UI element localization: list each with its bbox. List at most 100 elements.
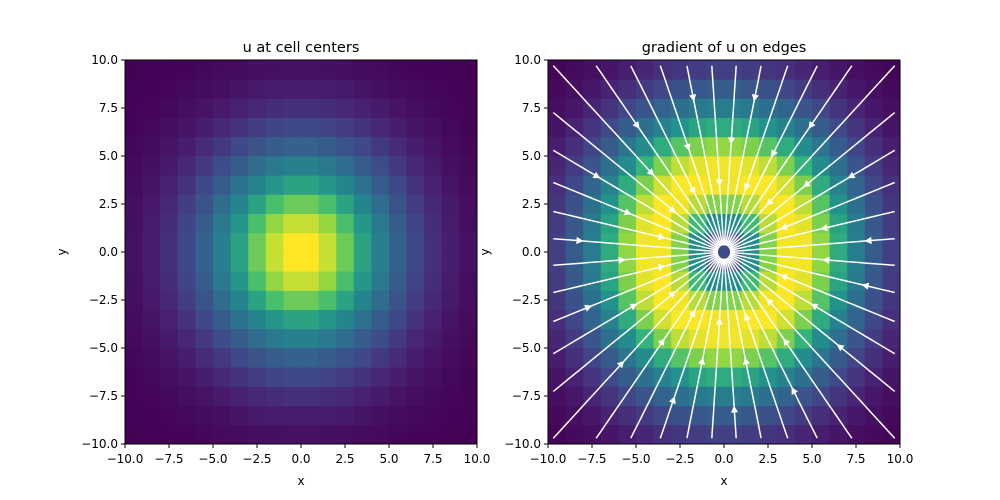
heatmap-cell — [565, 136, 584, 157]
heatmap-cell — [424, 136, 443, 157]
heatmap-cell — [882, 271, 901, 291]
heatmap-cell — [882, 348, 901, 368]
heatmap-cell — [759, 328, 778, 349]
heatmap-cell — [548, 213, 566, 234]
heatmap-cell — [195, 290, 214, 310]
heatmap-cell — [829, 60, 848, 80]
heatmap-cell — [847, 194, 866, 214]
heatmap-cell — [265, 348, 284, 368]
heatmap-cell — [636, 424, 654, 445]
heatmap-cell — [459, 194, 478, 214]
heatmap-cell — [248, 309, 267, 330]
heatmap-cell — [741, 98, 760, 118]
heatmap-cell — [565, 232, 584, 253]
heatmap-cell — [353, 348, 372, 368]
heatmap-cell — [441, 194, 460, 214]
heatmap-cell — [459, 175, 478, 195]
heatmap-cell — [230, 252, 249, 272]
heatmap-cell — [671, 117, 690, 138]
heatmap-cell — [459, 117, 478, 138]
heatmap-cell — [424, 424, 443, 445]
heatmap-cell — [459, 156, 478, 176]
heatmap-cell — [706, 405, 725, 426]
streamline — [659, 258, 723, 439]
heatmap-cell — [301, 194, 319, 214]
heatmap-cell — [565, 424, 584, 445]
heatmap-cell — [160, 252, 179, 272]
streamline-arrowhead — [780, 223, 788, 230]
heatmap-cell — [283, 348, 302, 368]
heatmap-cell — [548, 156, 566, 176]
heatmap-cell — [794, 367, 813, 387]
heatmap-cell — [301, 309, 319, 330]
heatmap-cell — [301, 424, 319, 445]
streamline — [729, 181, 895, 251]
heatmap-cell — [618, 309, 637, 330]
heatmap-cell — [265, 156, 284, 176]
heatmap-cell — [548, 194, 566, 214]
streamline-arrowhead — [822, 256, 830, 264]
heatmap-cell — [177, 60, 196, 80]
heatmap-cell — [406, 386, 425, 406]
heatmap-cell — [847, 136, 866, 157]
streamline-arrowhead — [783, 338, 791, 347]
heatmap-cell — [142, 405, 161, 426]
heatmap-cell — [213, 328, 231, 349]
heatmap-cell — [600, 290, 619, 310]
heatmap-cell — [812, 367, 830, 387]
streamline — [686, 258, 724, 439]
heatmap-cell — [177, 175, 196, 195]
heatmap-cell — [213, 79, 231, 99]
heatmap-cell — [424, 309, 443, 330]
heatmap-cell — [195, 348, 214, 368]
right-chart-title: gradient of u on edges — [642, 40, 807, 56]
heatmap-cell — [283, 213, 302, 234]
heatmap-cell — [336, 213, 355, 234]
heatmap-cell — [230, 156, 249, 176]
heatmap-cell — [389, 79, 407, 99]
streamline-arrowhead — [751, 94, 759, 102]
heatmap-cell — [336, 117, 355, 138]
heatmap-cell — [829, 424, 848, 445]
heatmap-cell — [847, 424, 866, 445]
heatmap-cell — [265, 194, 284, 214]
heatmap-cell — [265, 117, 284, 138]
heatmap-cell — [653, 156, 672, 176]
streamline-arrowhead — [731, 405, 739, 413]
heatmap-cell — [213, 252, 231, 272]
heatmap-cell — [248, 136, 267, 157]
heatmap-cell — [812, 405, 830, 426]
heatmap-cell — [776, 328, 795, 349]
heatmap-cell — [389, 117, 407, 138]
heatmap-cell — [160, 309, 179, 330]
heatmap-cell — [371, 156, 390, 176]
heatmap-cell — [812, 194, 830, 214]
heatmap-cell — [864, 290, 883, 310]
heatmap-cell — [177, 79, 196, 99]
heatmap-cell — [336, 424, 355, 445]
heatmap-cell — [406, 156, 425, 176]
heatmap-cell — [265, 405, 284, 426]
heatmap-cell — [248, 290, 267, 310]
heatmap-cell — [759, 60, 778, 80]
heatmap-cell — [389, 136, 407, 157]
heatmap-cell — [583, 175, 602, 195]
heatmap-cell — [230, 328, 249, 349]
heatmap-cell — [671, 367, 690, 387]
heatmap-cell — [353, 136, 372, 157]
heatmap-cell — [424, 367, 443, 387]
heatmap-cell — [195, 252, 214, 272]
heatmap-cell — [671, 405, 690, 426]
heatmap-cell — [548, 136, 566, 157]
heatmap-cell — [230, 386, 249, 406]
heatmap-cell — [548, 232, 566, 253]
heatmap-cell — [230, 175, 249, 195]
heatmap-cell — [882, 290, 901, 310]
heatmap-cell — [389, 156, 407, 176]
heatmap-cell — [459, 424, 478, 445]
heatmap-cell — [459, 348, 478, 368]
heatmap-cell — [636, 136, 654, 157]
heatmap-cell — [265, 252, 284, 272]
streamline-arrowhead — [668, 205, 677, 213]
x-tick-label: −7.5 — [577, 452, 606, 466]
